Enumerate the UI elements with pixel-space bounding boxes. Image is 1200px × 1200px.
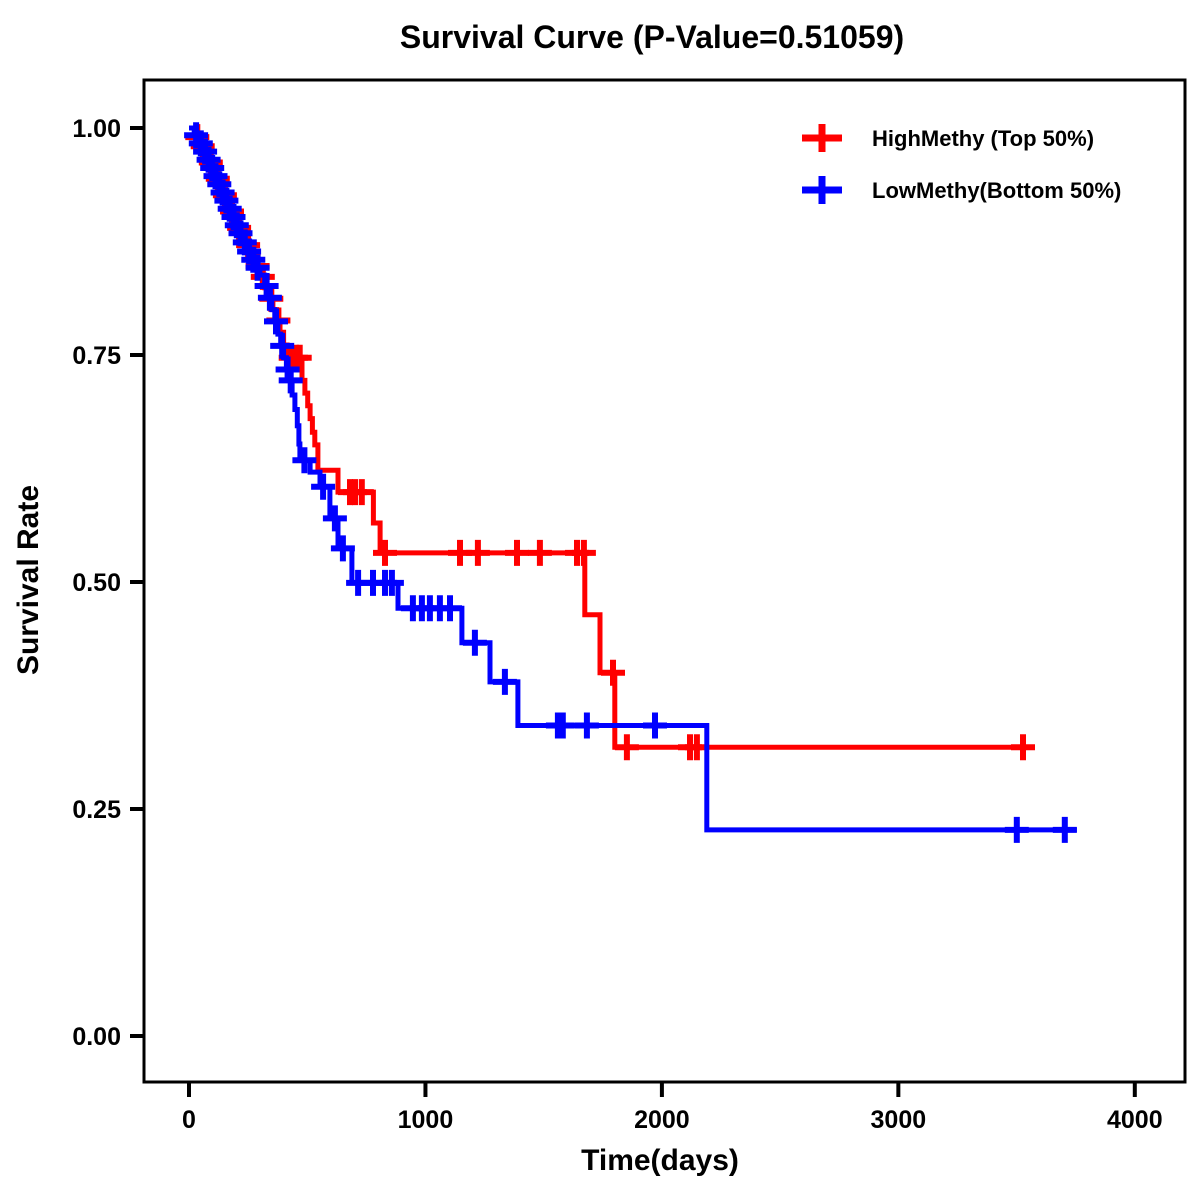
censor-mark-lowmethy: [574, 712, 599, 739]
censor-mark-highmethy: [349, 479, 374, 506]
y-axis-tick-label: 1.00: [72, 115, 121, 143]
censor-mark-lowmethy: [257, 284, 282, 311]
x-axis-tick-label: 4000: [1107, 1106, 1163, 1134]
y-axis-label: Survival Rate: [12, 485, 45, 675]
x-axis-tick-label: 0: [182, 1106, 196, 1134]
censor-mark-lowmethy: [462, 629, 487, 656]
censor-mark-lowmethy: [1052, 816, 1077, 843]
legend-plus-icon-highmethy: [802, 124, 842, 152]
censor-mark-highmethy: [465, 539, 490, 566]
censor-mark-highmethy: [373, 539, 397, 566]
censor-mark-lowmethy: [254, 273, 279, 299]
censor-mark-lowmethy: [292, 447, 317, 474]
x-axis-tick-label: 1000: [398, 1106, 454, 1134]
censor-mark-highmethy: [1011, 734, 1035, 761]
censor-mark-lowmethy: [322, 505, 347, 532]
legend-label-lowmethy: LowMethy(Bottom 50%): [872, 178, 1121, 203]
censor-mark-lowmethy: [492, 668, 517, 695]
plot-frame: [142, 78, 1187, 1084]
chart-title: Survival Curve (P-Value=0.51059): [400, 19, 904, 55]
censor-mark-highmethy: [571, 539, 596, 566]
censor-mark-lowmethy: [438, 595, 462, 622]
censor-mark-lowmethy: [311, 473, 336, 500]
censor-mark-lowmethy: [270, 332, 295, 359]
x-axis-label: Time(days): [581, 1144, 739, 1177]
legend-label-highmethy: HighMethy (Top 50%): [872, 126, 1094, 151]
censor-mark-highmethy: [527, 539, 552, 566]
censor-mark-highmethy: [614, 734, 639, 761]
y-axis-tick-label: 0.75: [72, 342, 121, 370]
legend-plus-icon-lowmethy: [802, 176, 842, 204]
y-axis-tick-label: 0.50: [72, 569, 121, 597]
y-axis-tick-label: 0.00: [72, 1023, 121, 1051]
plot-content: 0 1000 2000 3000 4000 0.00 0.25 0.50 0.75 1.00: [72, 115, 1162, 1134]
censor-mark-lowmethy: [264, 308, 288, 335]
censor-mark-highmethy: [601, 659, 625, 686]
censor-mark-highmethy: [287, 344, 312, 371]
censor-mark-lowmethy: [245, 254, 270, 281]
legend: HighMethy (Top 50%) LowMethy(Bottom 50%): [802, 124, 1121, 204]
x-axis-tick-label: 3000: [871, 1106, 927, 1134]
x-axis-tick-label: 2000: [634, 1106, 690, 1134]
censor-mark-highmethy: [505, 539, 529, 566]
km-curve-highmethy: [189, 125, 1026, 750]
censor-mark-lowmethy: [278, 367, 303, 394]
censor-mark-lowmethy: [379, 569, 404, 596]
y-axis-tick-label: 0.25: [72, 796, 121, 824]
censor-mark-lowmethy: [550, 712, 575, 739]
censor-mark-lowmethy: [330, 535, 355, 562]
censor-mark-lowmethy: [643, 712, 667, 739]
censor-mark-lowmethy: [1004, 816, 1029, 843]
